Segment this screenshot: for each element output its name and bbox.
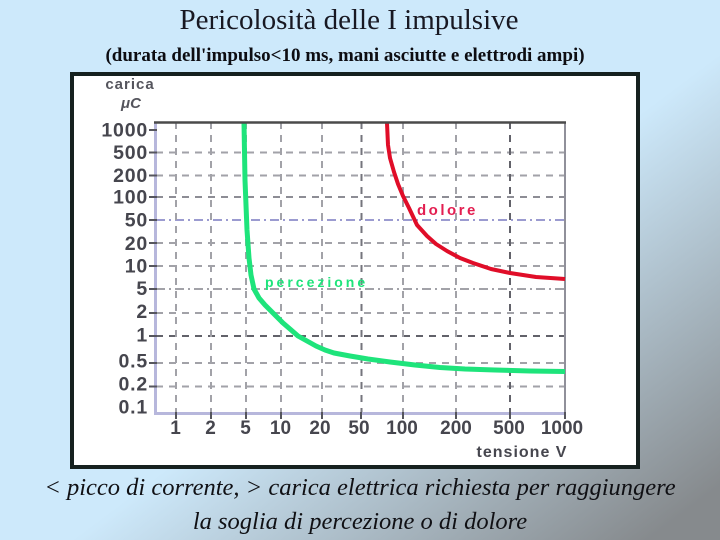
svg-text:2: 2 bbox=[205, 418, 216, 439]
svg-text:100: 100 bbox=[386, 418, 418, 439]
svg-text:100: 100 bbox=[113, 187, 148, 209]
svg-text:0.5: 0.5 bbox=[118, 351, 148, 373]
svg-text:5: 5 bbox=[240, 418, 251, 439]
svg-text:0.1: 0.1 bbox=[118, 397, 148, 419]
svg-text:percezione: percezione bbox=[265, 274, 368, 290]
svg-text:1: 1 bbox=[170, 418, 181, 439]
svg-text:500: 500 bbox=[493, 418, 525, 439]
svg-text:200: 200 bbox=[440, 418, 472, 439]
svg-text:2: 2 bbox=[136, 301, 148, 323]
svg-text:20: 20 bbox=[125, 233, 148, 255]
svg-text:10: 10 bbox=[125, 256, 148, 278]
svg-text:1000: 1000 bbox=[101, 120, 148, 142]
svg-text:5: 5 bbox=[136, 278, 148, 300]
svg-text:200: 200 bbox=[113, 165, 148, 187]
svg-text:1: 1 bbox=[136, 325, 148, 347]
svg-text:dolore: dolore bbox=[417, 202, 478, 219]
svg-text:1000: 1000 bbox=[541, 418, 583, 439]
svg-text:20: 20 bbox=[309, 418, 330, 439]
svg-text:carica: carica bbox=[105, 76, 154, 93]
svg-text:0.2: 0.2 bbox=[118, 374, 148, 396]
svg-text:500: 500 bbox=[113, 142, 148, 164]
svg-text:μC: μC bbox=[120, 95, 142, 112]
svg-text:50: 50 bbox=[348, 418, 369, 439]
svg-text:10: 10 bbox=[270, 418, 291, 439]
svg-text:50: 50 bbox=[125, 210, 148, 232]
svg-text:tensione V: tensione V bbox=[477, 444, 568, 461]
